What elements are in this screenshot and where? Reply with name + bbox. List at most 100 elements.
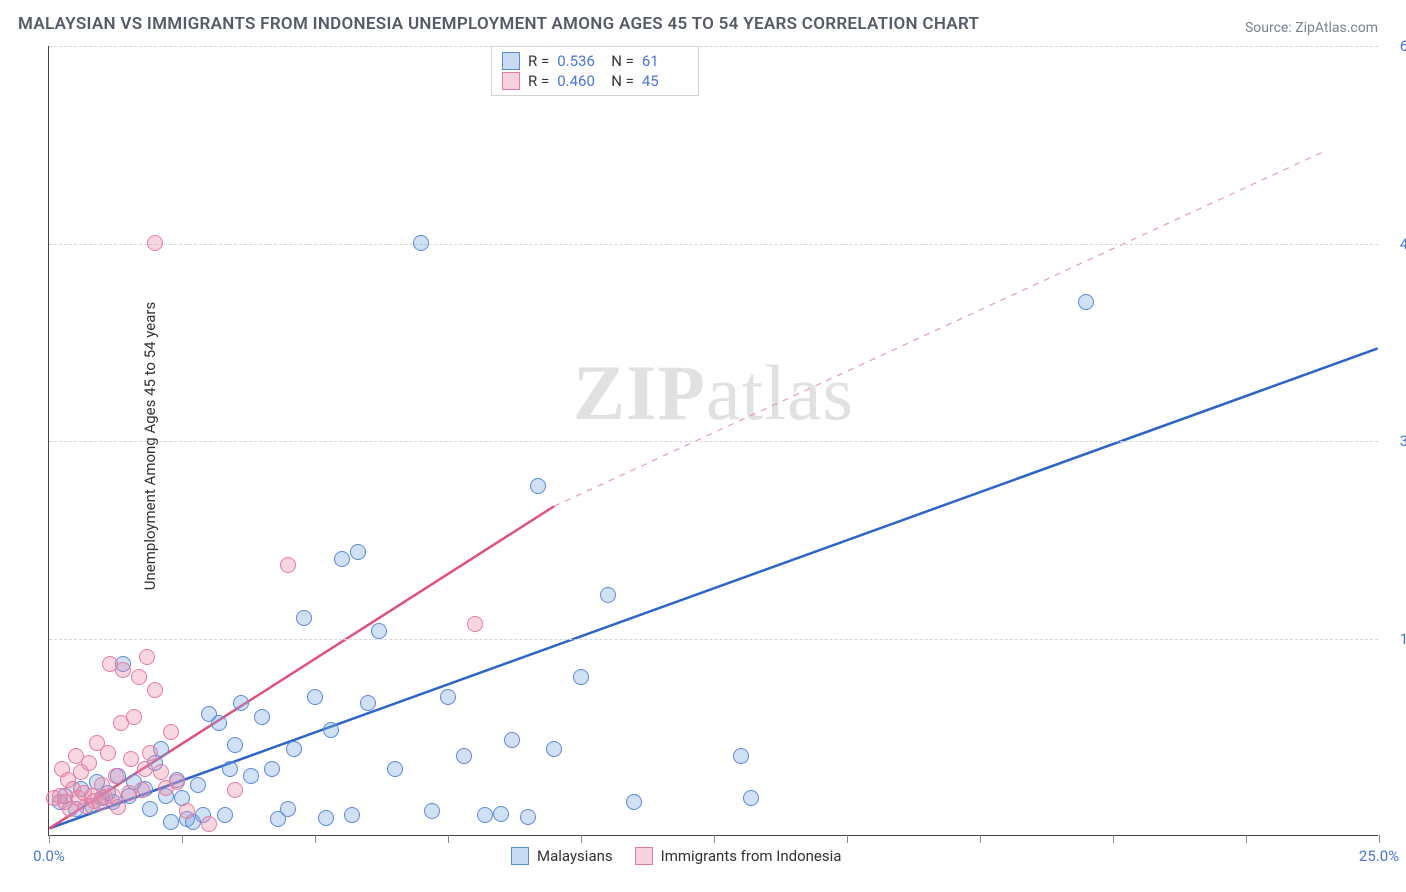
- stats-row-blue: R = 0.536 N = 61: [502, 51, 688, 71]
- stat-r-value-blue: 0.536: [557, 52, 603, 70]
- data-point: [493, 806, 509, 822]
- data-point: [626, 794, 642, 810]
- chart-title: MALAYSIAN VS IMMIGRANTS FROM INDONESIA U…: [18, 14, 979, 34]
- data-point: [201, 816, 217, 832]
- swatch-blue-icon: [502, 52, 520, 70]
- data-point: [307, 689, 323, 705]
- data-point: [424, 803, 440, 819]
- xtick-mark: [49, 835, 50, 843]
- data-point: [334, 551, 350, 567]
- data-point: [520, 809, 536, 825]
- data-point: [467, 616, 483, 632]
- legend-item-pink: Immigrants from Indonesia: [635, 847, 842, 865]
- data-point: [440, 689, 456, 705]
- gridline-h: [49, 441, 1378, 442]
- legend: Malaysians Immigrants from Indonesia: [511, 847, 841, 865]
- watermark: ZIPatlas: [573, 348, 854, 438]
- xtick-mark: [1246, 835, 1247, 843]
- data-point: [254, 709, 270, 725]
- data-point: [733, 748, 749, 764]
- stats-box: R = 0.536 N = 61 R = 0.460 N = 45: [491, 46, 699, 96]
- data-point: [360, 695, 376, 711]
- xtick-label: 25.0%: [1359, 847, 1399, 865]
- data-point: [142, 801, 158, 817]
- data-point: [350, 544, 366, 560]
- xtick-mark: [847, 835, 848, 843]
- stat-n-value-pink: 45: [642, 72, 688, 90]
- data-point: [344, 807, 360, 823]
- data-point: [227, 737, 243, 753]
- data-point: [169, 774, 185, 790]
- legend-label-blue: Malaysians: [537, 847, 613, 865]
- stat-r-value-pink: 0.460: [557, 72, 603, 90]
- stat-n-value-blue: 61: [642, 52, 688, 70]
- swatch-pink-icon: [635, 847, 653, 865]
- xtick-mark: [980, 835, 981, 843]
- swatch-blue-icon: [511, 847, 529, 865]
- data-point: [600, 587, 616, 603]
- ytick-label: 45.0%: [1384, 235, 1406, 253]
- stat-r-label: R =: [528, 72, 549, 90]
- swatch-pink-icon: [502, 72, 520, 90]
- ytick-label: 30.0%: [1384, 432, 1406, 450]
- data-point: [371, 623, 387, 639]
- data-point: [530, 478, 546, 494]
- data-point: [318, 810, 334, 826]
- xtick-label: 0.0%: [33, 847, 65, 865]
- data-point: [139, 649, 155, 665]
- data-point: [546, 741, 562, 757]
- data-point: [163, 724, 179, 740]
- data-point: [573, 669, 589, 685]
- xtick-mark: [714, 835, 715, 843]
- data-point: [264, 761, 280, 777]
- data-point: [222, 761, 238, 777]
- legend-item-blue: Malaysians: [511, 847, 613, 865]
- data-point: [100, 745, 116, 761]
- data-point: [131, 669, 147, 685]
- gridline-h: [49, 46, 1378, 47]
- data-point: [190, 777, 206, 793]
- xtick-mark: [315, 835, 316, 843]
- source-label: Source: ZipAtlas.com: [1245, 20, 1378, 36]
- ytick-label: 60.0%: [1384, 37, 1406, 55]
- data-point: [323, 722, 339, 738]
- data-point: [81, 755, 97, 771]
- data-point: [217, 807, 233, 823]
- data-point: [296, 610, 312, 626]
- xtick-mark: [182, 835, 183, 843]
- data-point: [477, 807, 493, 823]
- data-point: [211, 715, 227, 731]
- data-point: [504, 732, 520, 748]
- data-point: [456, 748, 472, 764]
- data-point: [1078, 294, 1094, 310]
- xtick-mark: [1379, 835, 1380, 843]
- gridline-h: [49, 639, 1378, 640]
- gridline-h: [49, 244, 1378, 245]
- stat-n-label: N =: [611, 52, 634, 70]
- xtick-mark: [1113, 835, 1114, 843]
- ytick-label: 15.0%: [1384, 630, 1406, 648]
- data-point: [387, 761, 403, 777]
- data-point: [110, 799, 126, 815]
- stat-r-label: R =: [528, 52, 549, 70]
- data-point: [108, 768, 124, 784]
- data-point: [233, 695, 249, 711]
- xtick-mark: [581, 835, 582, 843]
- data-point: [147, 235, 163, 251]
- data-point: [413, 235, 429, 251]
- data-point: [115, 662, 131, 678]
- data-point: [153, 764, 169, 780]
- data-point: [280, 801, 296, 817]
- data-point: [227, 782, 243, 798]
- data-point: [147, 682, 163, 698]
- plot-area: ZIPatlas R = 0.536 N = 61 R = 0.460 N = …: [48, 46, 1378, 836]
- data-point: [142, 745, 158, 761]
- data-point: [126, 709, 142, 725]
- data-point: [137, 761, 153, 777]
- data-point: [134, 782, 150, 798]
- legend-label-pink: Immigrants from Indonesia: [661, 847, 842, 865]
- xtick-mark: [448, 835, 449, 843]
- data-point: [243, 768, 259, 784]
- data-point: [163, 814, 179, 830]
- data-point: [743, 790, 759, 806]
